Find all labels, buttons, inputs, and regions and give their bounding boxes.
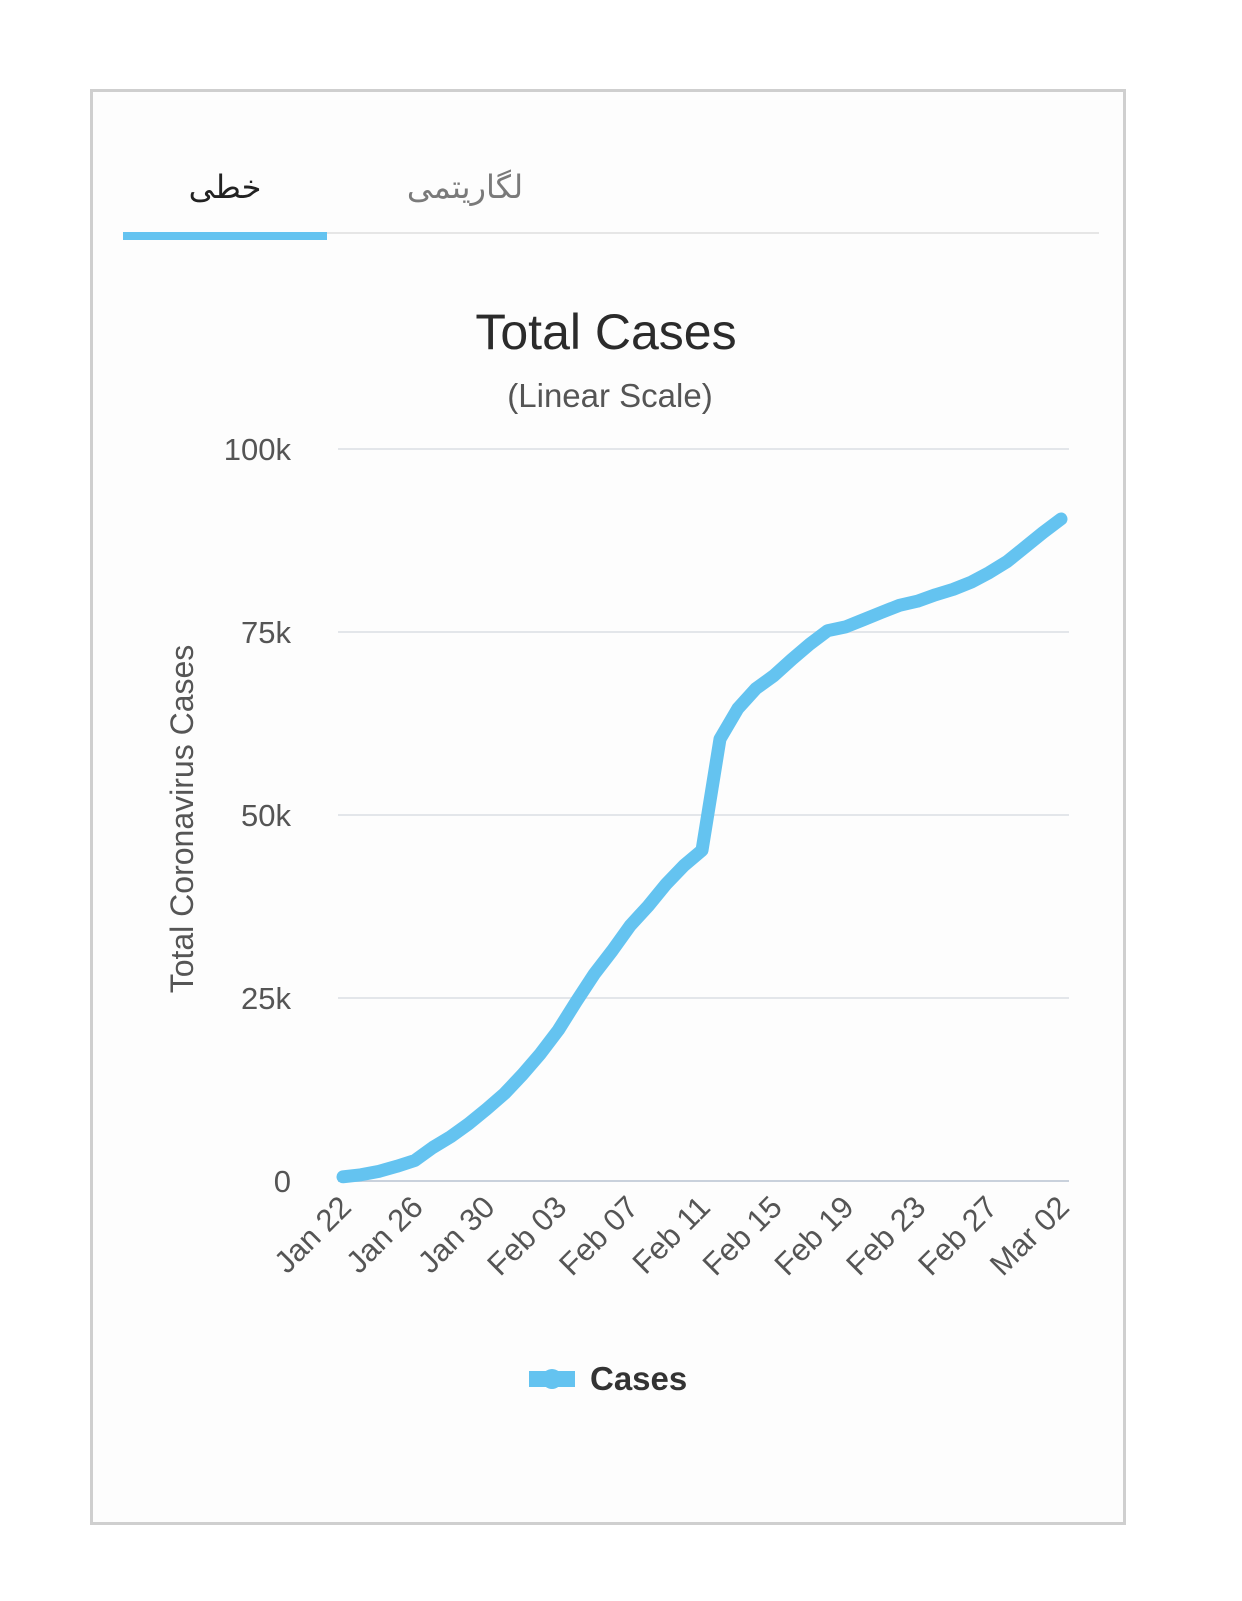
legend-label-cases: Cases [590,1360,687,1397]
tab-logarithmic[interactable]: لگاریتمی [363,142,567,232]
active-tab-indicator [123,232,327,240]
y-axis-label: Total Coronavirus Cases [164,645,200,994]
tab-logarithmic-label: لگاریتمی [406,168,524,206]
y-tick-label: 25k [241,981,291,1016]
tab-linear[interactable]: خطی [123,142,327,232]
series-cases [336,512,1068,1184]
legend-swatch-marker [542,1369,562,1389]
chart-title: Total Cases [475,304,736,360]
x-tick-label: Feb 11 [626,1189,717,1280]
tab-linear-label: خطی [188,168,262,206]
x-tick-label: Feb 07 [552,1189,645,1282]
x-tick-label: Jan 22 [267,1189,358,1280]
x-tick-label: Feb 27 [911,1189,1004,1282]
y-tick-label: 0 [274,1164,291,1199]
x-tick-label: Mar 02 [983,1189,1076,1282]
x-tick-label: Feb 15 [696,1189,789,1282]
line-chart: Total Cases (Linear Scale) Total Coronav… [164,304,1076,1397]
y-tick-label: 75k [241,615,291,650]
x-tick-label: Feb 23 [839,1189,932,1282]
legend[interactable]: Cases [529,1360,687,1397]
chart-subtitle: (Linear Scale) [507,377,712,414]
x-tick-label: Feb 03 [480,1189,573,1282]
x-tick-label: Jan 26 [339,1189,430,1280]
x-tick-label: Feb 19 [768,1189,861,1282]
scale-tabs: خطی لگاریتمی [123,142,1099,240]
chart-card: خطی لگاریتمی Total Cases (Linear Scale) … [90,89,1126,1525]
y-tick-labels: 0 25k 50k 75k 100k [224,432,292,1199]
y-tick-label: 100k [224,432,292,467]
y-tick-label: 50k [241,798,291,833]
series-line-cases[interactable] [336,512,1068,1184]
